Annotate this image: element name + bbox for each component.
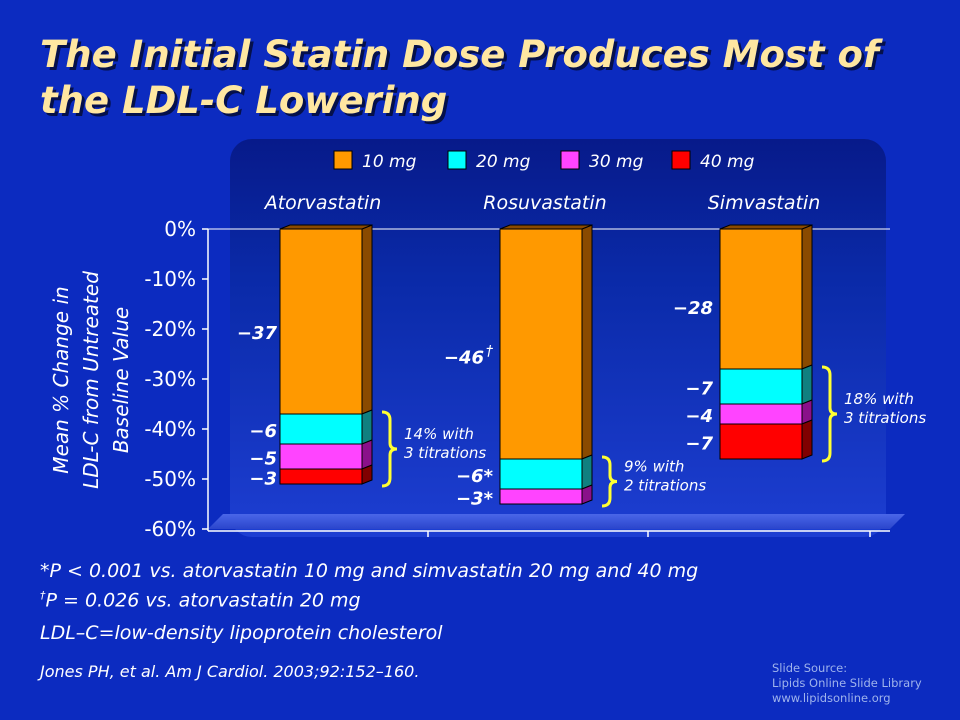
brace (601, 455, 618, 508)
y-axis-title-line: Baseline Value (109, 307, 133, 453)
y-axis-title: Mean % Change in LDL-C from Untreated Base… (49, 271, 133, 489)
bar-value-label: −37 (237, 323, 278, 344)
legend-swatch (560, 150, 580, 170)
footnote-dagger-text: P = 0.026 vs. atorvastatin 20 mg (45, 589, 361, 612)
titration-note-line: 18% with (844, 390, 914, 408)
titration-note: 18% with 3 titrations (844, 390, 926, 427)
bar-segment (719, 403, 803, 425)
bar-value-label: −6* (456, 466, 494, 487)
y-axis-ticks: 0% -10% -20% -30% -40% -50% -60% (144, 217, 871, 541)
legend-swatch (671, 150, 691, 170)
titration-note-line: 3 titrations (404, 444, 486, 462)
bar-value-label: −3* (456, 489, 494, 510)
bar-value-label: −28 (673, 298, 713, 319)
bar-segment (499, 488, 583, 505)
bar-segment-side (801, 224, 813, 370)
legend-label: 30 mg (589, 152, 644, 172)
bar-value-label: −5 (249, 449, 277, 470)
category-labels: Atorvastatin Rosuvastatin Simvastatin (263, 192, 821, 214)
y-axis-title-line: LDL-C from Untreated (79, 271, 103, 489)
slide-source: Slide Source: Lipids Online Slide Librar… (772, 661, 922, 706)
legend-label: 20 mg (476, 152, 531, 172)
bar-segment (719, 423, 803, 460)
source-line: Slide Source: (772, 661, 848, 675)
plot-floor (208, 514, 905, 529)
y-tick-label: -60% (144, 517, 196, 541)
data-labels: −37−6−5−3−46 †−6*−3*−28−7−4−7 (237, 298, 714, 510)
bar-segment (499, 458, 583, 490)
titration-note-line: 9% with (624, 458, 684, 476)
citation: Jones PH, et al. Am J Cardiol. 2003;92:1… (40, 662, 420, 681)
titration-note-line: 3 titrations (844, 409, 926, 427)
bar-segment-side (361, 409, 373, 445)
footnote-dagger: †P = 0.026 vs. atorvastatin 20 mg (40, 589, 361, 611)
bar-segment (279, 413, 363, 445)
y-axis-label: Mean % Change in LDL-C from Untreated Base… (49, 271, 133, 489)
source-line: Lipids Online Slide Library (772, 676, 922, 690)
y-tick-label: -40% (144, 417, 196, 441)
y-tick-label: 0% (164, 217, 196, 241)
bar-top-face (499, 224, 593, 230)
bar-value-label: −7 (685, 379, 713, 400)
bar-segment-side (361, 439, 373, 470)
bar-segment (499, 228, 583, 460)
bar-segment-side (801, 419, 813, 460)
legend-swatch (447, 150, 467, 170)
stacked-bar-chart: 10 mg 20 mg 30 mg 40 mg 0% -10% -20% -30% -40% -… (49, 139, 926, 541)
bar-segment (719, 368, 803, 405)
bar-segment (719, 228, 803, 370)
legend-label: 40 mg (700, 152, 755, 172)
bar-segment-side (361, 464, 373, 485)
bar-top-face (279, 224, 373, 230)
bar-value-label: −4 (685, 406, 713, 427)
dagger-mark: † (486, 344, 494, 360)
category-label: Simvastatin (708, 192, 821, 214)
titration-note-line: 14% with (404, 425, 474, 443)
source-line: www.lipidsonline.org (772, 691, 891, 705)
category-label: Atorvastatin (263, 192, 382, 214)
slide-title: The Initial Statin Dose Produces Most of… (40, 33, 880, 122)
bar-top-face (719, 224, 813, 230)
brace (381, 410, 398, 488)
y-tick-label: -10% (144, 267, 196, 291)
titration-note: 9% with 2 titrations (624, 458, 706, 495)
bar-segment-side (581, 484, 593, 505)
bar-segment (279, 443, 363, 470)
footnote-p-value: *P < 0.001 vs. atorvastatin 10 mg and si… (40, 560, 699, 582)
bar-value-label: −6 (249, 421, 277, 442)
titration-note-line: 2 titrations (624, 477, 706, 495)
brace (821, 365, 838, 463)
dagger-mark: † (40, 589, 46, 602)
category-label: Rosuvastatin (483, 192, 606, 214)
bars (279, 224, 813, 505)
bar-value-label: −7 (685, 434, 713, 455)
legend: 10 mg 20 mg 30 mg 40 mg (333, 150, 755, 172)
bar-segment (279, 468, 363, 485)
y-axis-title-line: Mean % Change in (49, 286, 73, 473)
legend-label: 10 mg (362, 152, 417, 172)
bar-segment-side (581, 224, 593, 460)
bar-segment-side (361, 224, 373, 415)
footnote-abbreviation: LDL–C=low-density lipoprotein cholestero… (40, 622, 443, 644)
titration-note: 14% with 3 titrations (404, 425, 486, 462)
legend-swatch (333, 150, 353, 170)
bar-segment-side (581, 454, 593, 490)
y-tick-label: -50% (144, 467, 196, 491)
bar-value-label: −3 (249, 469, 277, 490)
bar-segment (279, 228, 363, 415)
bar-segment-side (801, 364, 813, 405)
y-tick-label: -30% (144, 367, 196, 391)
y-tick-label: -20% (144, 317, 196, 341)
